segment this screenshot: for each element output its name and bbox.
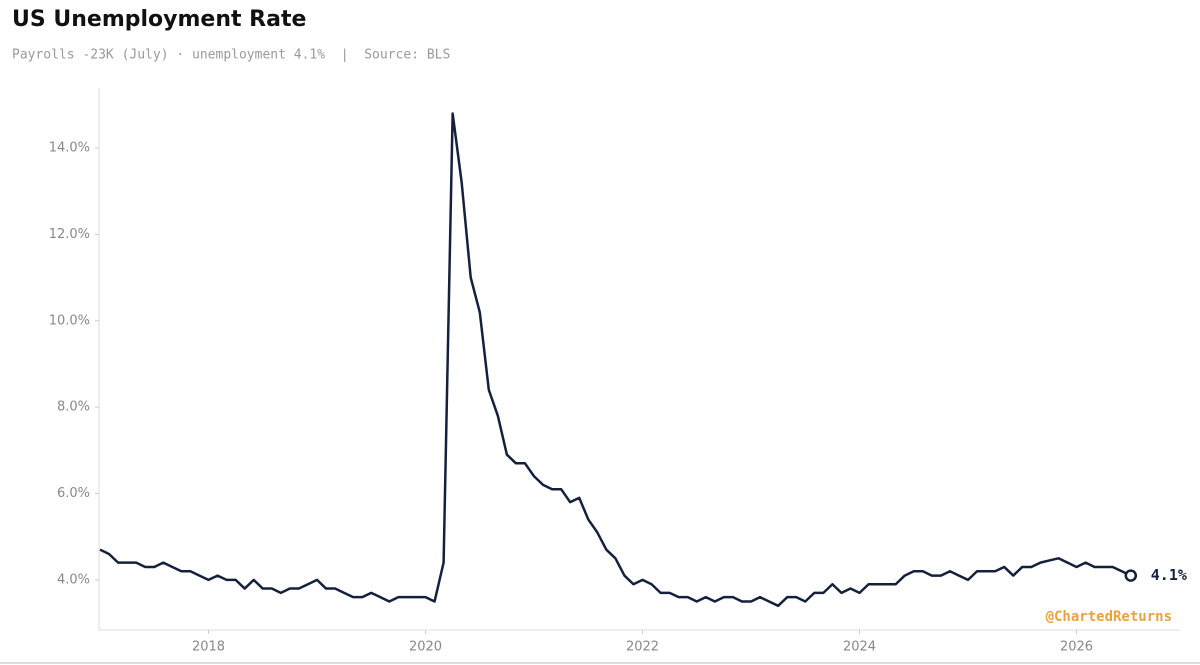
y-tick-label: 4.0% — [57, 572, 90, 587]
line — [99, 112, 1132, 608]
x-tick-label: 2024 — [843, 640, 876, 655]
y-tick-label: 6.0% — [57, 486, 90, 501]
watermark: @ChartedReturns — [1046, 609, 1172, 625]
y-tick-label: 8.0% — [57, 400, 90, 415]
x-tick-label: 2022 — [626, 640, 659, 655]
y-tick-label: 14.0% — [49, 141, 90, 156]
y-tick-label: 10.0% — [49, 313, 90, 328]
chart-title: US Unemployment Rate — [12, 7, 306, 32]
end-label: 4.1% — [1151, 566, 1187, 584]
y-tick-label: 12.0% — [49, 227, 90, 242]
x-tick-label: 2026 — [1060, 640, 1093, 655]
chart-subtitle: Payrolls -23K (July) · unemployment 4.1%… — [12, 48, 450, 63]
x-tick-label: 2018 — [192, 640, 225, 655]
end-marker — [1124, 569, 1138, 582]
x-tick-label: 2020 — [409, 640, 442, 655]
